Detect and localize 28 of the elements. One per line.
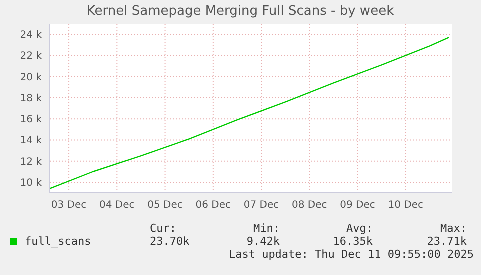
text: 23.71k [426, 235, 467, 248]
y-tick-label: 10 k [20, 178, 42, 189]
text: Max: [440, 222, 467, 235]
legend-label: full_scans [24, 235, 92, 248]
x-tick-label: 03 Dec [51, 200, 87, 212]
text: Min: [252, 222, 280, 235]
x-tick-label: 08 Dec [292, 200, 328, 212]
y-tick-label: 22 k [20, 51, 42, 62]
x-tick-label: 07 Dec [244, 200, 280, 212]
x-tick-label: 05 Dec [148, 200, 183, 212]
y-tick-label: 14 k [20, 136, 42, 147]
text: Cur: [150, 222, 178, 235]
chart-title: Kernel Samepage Merging Full Scans - by week [86, 4, 396, 19]
text: 23.70k [150, 235, 191, 248]
x-tick-label: 09 Dec [340, 200, 376, 212]
y-tick-label: 16 k [20, 114, 42, 126]
y-tick-label: 24 k [20, 30, 42, 42]
y-tick-label: 20 k [20, 72, 42, 84]
x-tick-label: 06 Dec [196, 200, 232, 212]
y-tick-label: 18 k [20, 93, 42, 104]
line-series [50, 37, 450, 190]
y-tick-label: 12 k [20, 156, 42, 168]
text: Last update: Thu Dec 11 09:55:00 2025 [228, 248, 474, 261]
x-tick-label: 10 Dec [388, 200, 424, 212]
text: 9.42k [246, 235, 280, 248]
text: Avg: [346, 222, 373, 235]
text: 16.35k [332, 235, 373, 248]
x-tick-label: 04 Dec [100, 200, 135, 212]
